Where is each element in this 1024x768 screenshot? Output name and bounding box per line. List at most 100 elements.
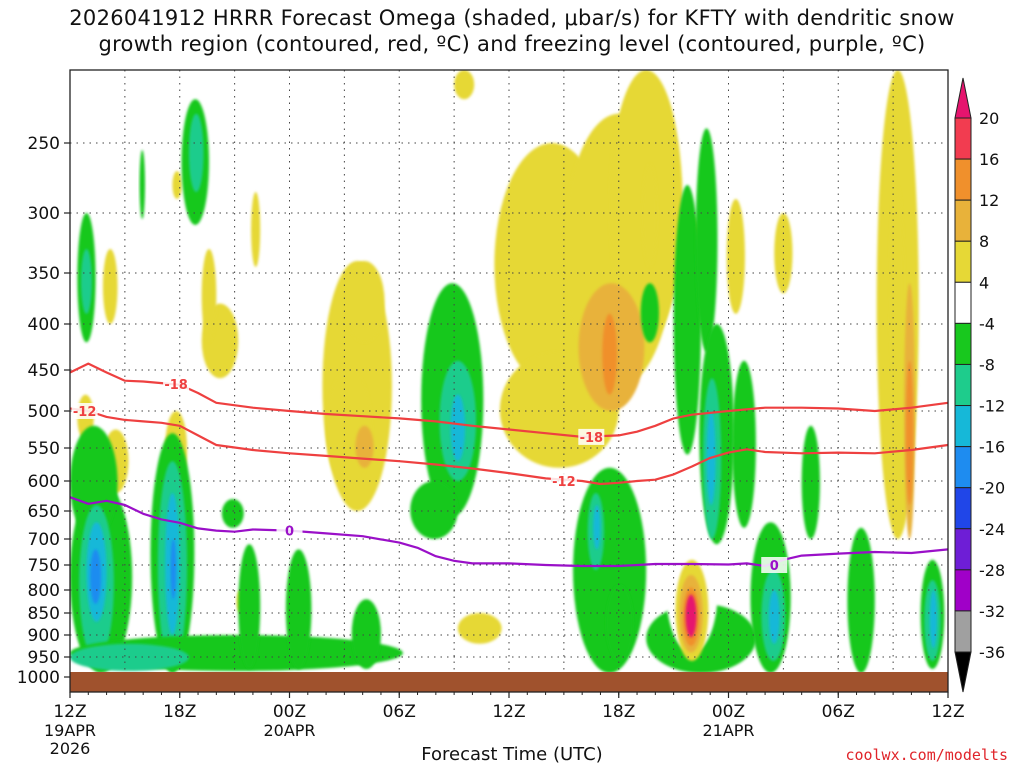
colorbar-bin-0 [954,117,972,160]
omega-region-50 [238,544,261,669]
contour-label-bg-2-0 [276,522,303,539]
omega-region-11 [344,261,385,343]
contour-label-1-0: -12 [73,405,97,420]
colorbar-label-9: -20 [979,479,1005,498]
colorbar-label-11: -28 [979,561,1005,580]
ground-band [70,672,948,692]
colorbar-label-1: 16 [979,150,999,169]
y-tick-label-900: 900 [28,626,60,646]
colorbar-label-3: 8 [979,232,989,251]
omega-region-56 [450,394,466,462]
y-tick-label-250: 250 [28,134,60,154]
y-tick-label-500: 500 [28,402,60,422]
omega-region-42 [90,549,102,604]
colorbar-bin-1 [954,158,972,201]
colorbar-bin-11 [954,569,972,612]
colorbar-bin-10 [954,528,972,571]
x-tick-label-0: 12Z [53,702,86,722]
omega-region-46 [170,539,177,600]
contour-label-bg-2-1 [761,557,788,573]
colorbar-bin-3 [954,240,972,283]
colorbar-label-6: -8 [979,355,995,374]
colorbar-label-13: -36 [979,643,1005,662]
omega-region-54 [410,481,458,539]
x-tick-label-42: 06Z [822,702,855,722]
x-tick-label-48: 12Z [931,702,964,722]
colorbar-label-7: -12 [979,397,1005,416]
omega-region-52 [351,599,381,669]
x-tick-date-12: 20APR [263,721,315,740]
contour-label-2-0: 0 [285,525,294,540]
omega-region-73 [847,527,875,672]
x-axis-label: Forecast Time (UTC) [421,744,603,765]
x-tick-date-0: 19APR [44,721,96,740]
x-tick-label-36: 00Z [712,702,745,722]
colorbar-label-5: -4 [979,314,995,333]
x-tick-date-36: 21APR [702,721,754,740]
x-tick-label-6: 18Z [163,702,196,722]
chart-title-line2: growth region (contoured, red, ºC) and f… [98,32,926,56]
y-tick-label-850: 850 [28,604,60,624]
omega-region-81 [685,594,697,638]
omega-region-6 [642,164,658,267]
contour-label-bg-1-0 [71,403,98,419]
contour-line-0 [69,362,949,438]
contour-label-2-1: 0 [770,559,779,574]
x-tick-label-30: 18Z [602,702,635,722]
omega-region-35 [139,150,145,219]
colorbar-bin-5 [954,322,972,365]
omega-region-24 [454,70,475,100]
contour-label-bg-0-0 [163,375,190,392]
colorbar-bottom-arrow [954,651,972,693]
omega-region-72 [801,425,820,539]
colorbar-label-10: -24 [979,520,1005,539]
y-tick-label-350: 350 [28,264,60,284]
omega-region-37 [188,113,204,192]
omega-region-49 [221,499,244,528]
y-tick-label-450: 450 [28,361,60,381]
colorbar-top-arrow [954,77,972,119]
y-tick-label-800: 800 [28,581,60,601]
omega-region-5 [602,313,617,395]
contour-line-1 [69,407,949,486]
omega-region-57 [640,283,659,343]
omega-region-18 [102,249,118,324]
y-tick-label-650: 650 [28,502,60,522]
colorbar-bin-8 [954,446,972,489]
contour-label-0-1: -18 [580,431,604,446]
contour-label-1-1: -12 [552,475,576,490]
omega-region-71 [768,590,780,644]
colorbar-bin-7 [954,405,972,448]
colorbar-label-8: -16 [979,438,1005,457]
colorbar-label-12: -32 [979,602,1005,621]
credit-link[interactable]: coolwx.com/modelts [845,746,1008,764]
omega-region-66 [605,585,634,661]
x-tick-year-0: 2026 [50,739,91,758]
omega-region-51 [285,549,312,669]
contour-label-bg-1-1 [550,473,577,489]
y-tick-label-700: 700 [28,530,60,550]
colorbar-label-2: 12 [979,191,999,210]
y-tick-label-950: 950 [28,648,60,668]
omega-region-17 [251,192,261,267]
colorbar-bin-2 [954,199,972,242]
y-tick-label-550: 550 [28,439,60,459]
x-tick-label-18: 06Z [383,702,416,722]
omega-region-59 [695,128,718,352]
omega-region-13 [355,425,374,468]
omega-region-8 [726,199,745,314]
colorbar-bin-12 [954,610,972,653]
x-tick-label-12: 00Z [273,702,306,722]
chart-title-line1: 2026041912 HRRR Forecast Omega (shaded, … [69,6,955,30]
omega-region-58 [673,184,702,455]
omega-region-68 [732,360,756,528]
colorbar-bin-6 [954,363,972,407]
omega-region-76 [929,590,938,649]
colorbar-bin-9 [954,487,972,530]
omega-region-22 [457,613,502,644]
omega-region-65 [593,505,601,550]
axes: 2503003504004505005506006507007508008509… [17,69,965,758]
colorbar-label-4: 4 [979,273,989,292]
colorbar-label-0: 20 [979,109,999,128]
